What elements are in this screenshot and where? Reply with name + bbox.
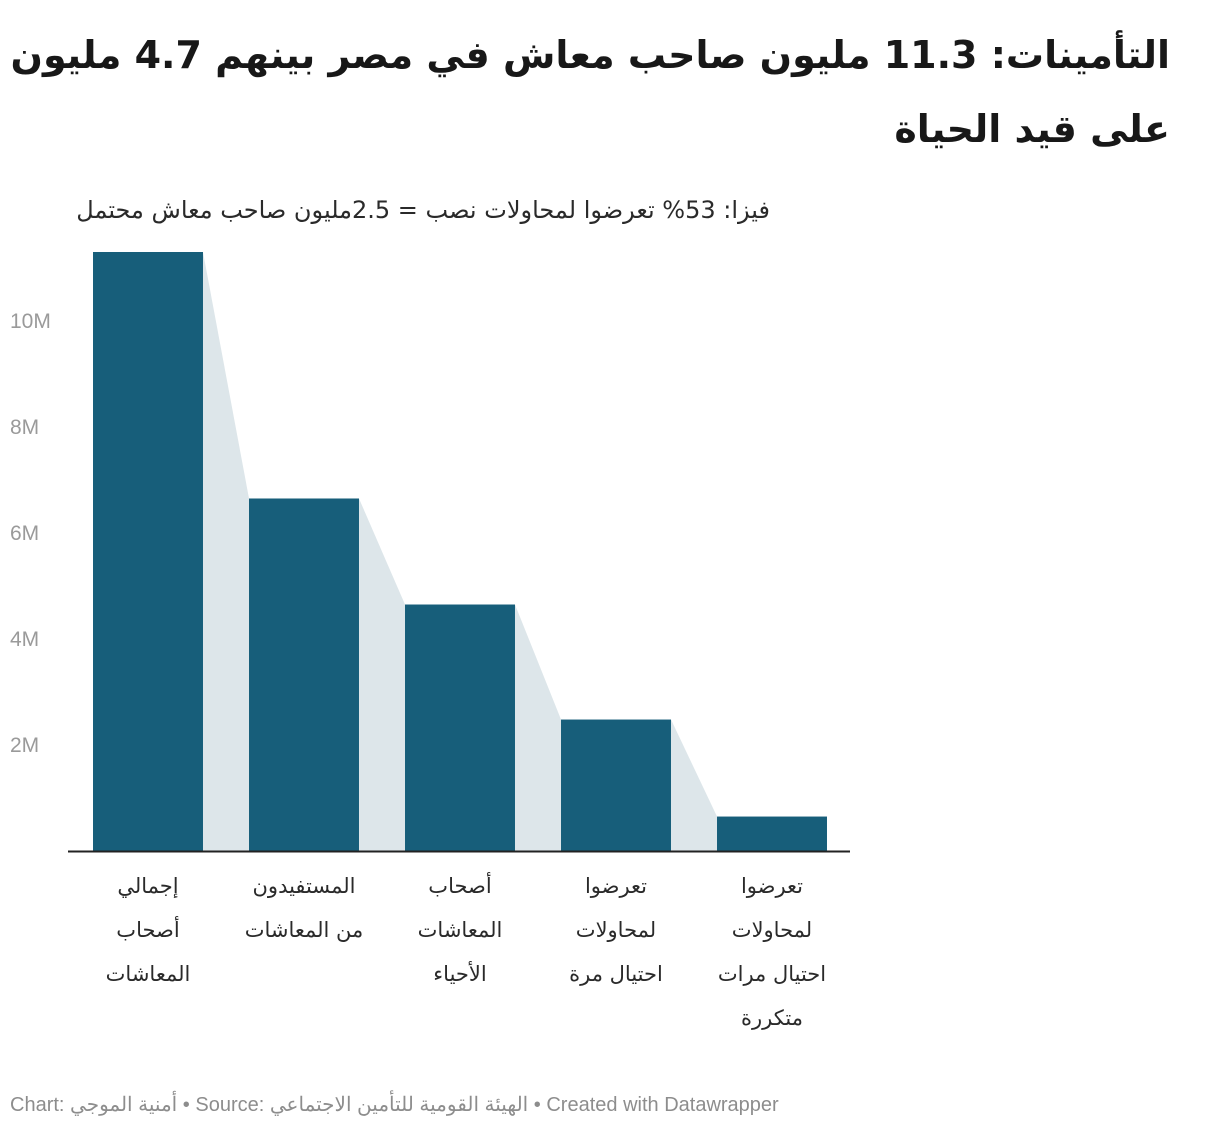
x-category-label: لمحاولات [576, 918, 656, 942]
bar-connector [358, 498, 406, 851]
bar [93, 252, 203, 851]
bar-connectors [202, 252, 718, 851]
x-category-label: لمحاولات [732, 918, 812, 942]
footer-created-with: Created with Datawrapper [546, 1094, 779, 1116]
x-category-label: احتيال مرات [718, 962, 826, 986]
footer-chart-label: Chart: [10, 1094, 65, 1116]
x-category-label: إجمالي [117, 874, 178, 899]
chart-footer: Chart: أمنية الموجي • Source: الهيئة الق… [10, 1092, 1010, 1117]
x-category-label: المعاشات [106, 962, 191, 986]
x-category-label: احتيال مرة [569, 962, 663, 986]
chart-subtitle: فيزا: 53% تعرضوا لمحاولات نصب = 2.5مليون… [76, 196, 770, 224]
bar [717, 816, 827, 851]
x-category-label: أصحاب [116, 916, 179, 942]
x-category-label: من المعاشات [245, 918, 364, 942]
y-axis-ticks: 2M 4M 6M 8M 10M [10, 310, 51, 757]
y-tick-label: 4M [10, 628, 39, 651]
bar [405, 604, 515, 851]
footer-source-name: الهيئة القومية للتأمين الاجتماعي [269, 1094, 529, 1116]
x-category-label: المستفيدون [253, 874, 356, 898]
bars [93, 252, 827, 851]
bar-connector [514, 604, 562, 851]
x-category-label: تعرضوا [585, 874, 647, 898]
bar [561, 719, 671, 851]
bar [249, 498, 359, 851]
footer-separator: • [182, 1094, 190, 1116]
x-axis-labels: إجمالي أصحاب المعاشات المستفيدون من المعاشات… [106, 872, 826, 1030]
bar-chart: 2M 4M 6M 8M 10M إجمالي أصحاب المعاشات المستفيدو… [10, 252, 850, 1030]
bar-connector [202, 252, 250, 851]
y-tick-label: 6M [10, 522, 39, 545]
bar-connector [670, 719, 718, 851]
x-category-label: متكررة [741, 1006, 803, 1030]
x-category-label: الأحياء [433, 961, 486, 986]
x-category-label: المعاشات [418, 918, 503, 942]
y-tick-label: 10M [10, 310, 51, 333]
footer-separator: • [533, 1094, 541, 1116]
y-tick-label: 2M [10, 734, 39, 757]
footer-chart-author: أمنية الموجي [70, 1094, 178, 1116]
chart-title: التأمينات: 11.3 مليون صاحب معاش في مصر ب… [10, 33, 1170, 151]
x-category-label: تعرضوا [741, 874, 803, 898]
footer-source-label: Source: [195, 1094, 265, 1116]
x-category-label: أصحاب [428, 872, 491, 898]
y-tick-label: 8M [10, 416, 39, 439]
